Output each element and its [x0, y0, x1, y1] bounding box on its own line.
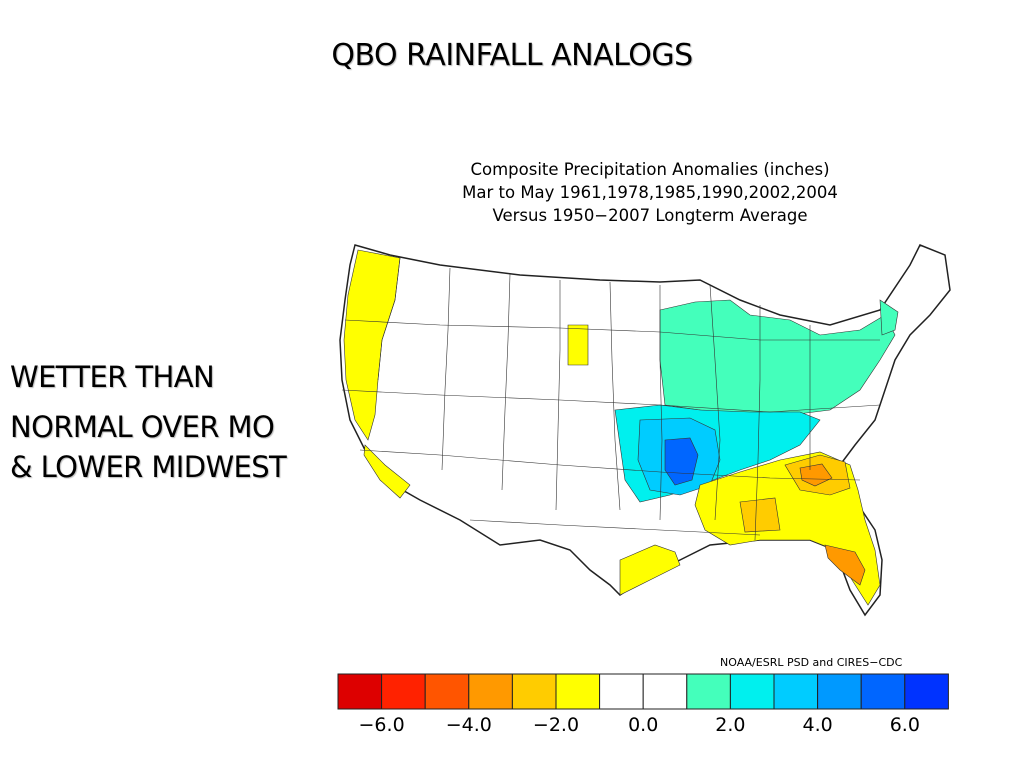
map-subtitle-period: Mar to May 1961,1978,1985,1990,2002,2004 [462, 183, 838, 202]
body-text-line-1: WETTER THAN [10, 360, 215, 394]
dakota-dry-patch [567, 324, 589, 366]
southern-california-dry-region [363, 444, 411, 499]
color-swatch-3 [468, 673, 513, 710]
color-swatch-7 [642, 673, 688, 710]
east-coast-wet-strip [879, 299, 899, 336]
color-swatch-1 [381, 673, 426, 710]
map-title: Composite Precipitation Anomalies (inche… [470, 160, 830, 179]
body-text-line-3: & LOWER MIDWEST [10, 450, 287, 484]
state-boundaries [341, 257, 881, 541]
body-text-line-2: NORMAL OVER MO [10, 410, 275, 444]
color-swatch-13 [904, 673, 949, 710]
color-scale-legend: −6.0 −4.0 −2.0 0.0 2.0 4.0 6.0 [337, 673, 949, 736]
colorbar-tick-label: 6.0 [890, 714, 920, 736]
color-swatch-8 [686, 673, 731, 710]
color-swatch-5 [555, 673, 601, 710]
colorbar-tick-label: −2.0 [533, 714, 579, 736]
slide-title: QBO RAINFALL ANALOGS [331, 38, 693, 73]
south-texas-dry-region [619, 544, 681, 596]
data-source-credit: NOAA/ESRL PSD and CIRES−CDC [720, 656, 903, 669]
color-swatch-0 [337, 673, 383, 710]
color-swatch-10 [773, 673, 819, 710]
colorbar-tick-label: 0.0 [628, 714, 658, 736]
color-swatch-9 [729, 673, 775, 710]
color-swatch-6 [599, 673, 644, 710]
color-swatch-12 [860, 673, 906, 710]
carolinas-driest-core [799, 463, 833, 487]
colorbar-tick-label: 2.0 [715, 714, 745, 736]
colorbar-tick-label: 4.0 [802, 714, 832, 736]
colorbar-tick-label: −4.0 [446, 714, 492, 736]
precipitation-anomaly-map [339, 244, 951, 617]
missouri-arkansas-wettest-core [664, 437, 699, 486]
color-swatch-11 [817, 673, 862, 710]
florida-dry-core [824, 544, 866, 586]
alabama-drier-patch [739, 497, 781, 533]
color-swatch-2 [424, 673, 470, 710]
colorbar-tick-label: −6.0 [359, 714, 405, 736]
color-swatch-4 [511, 673, 557, 710]
map-subtitle-baseline: Versus 1950−2007 Longterm Average [492, 206, 808, 225]
